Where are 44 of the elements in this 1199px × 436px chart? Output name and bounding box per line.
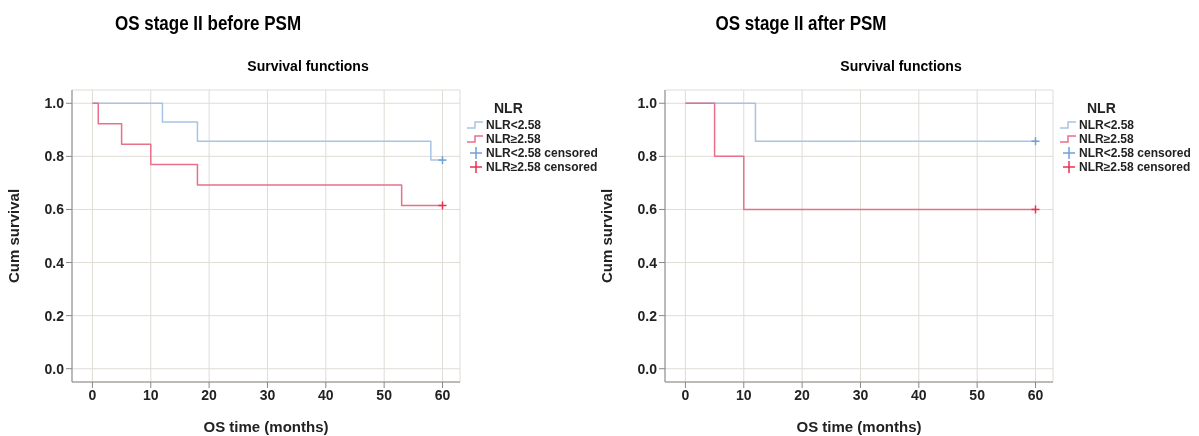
x-tick-label: 10 [735, 386, 752, 403]
x-axis-title: OS time (months) [796, 418, 922, 435]
y-tick-label: 0.6 [44, 201, 65, 218]
x-tick-label: 40 [318, 386, 334, 403]
x-tick-label: 10 [142, 386, 159, 403]
x-tick-label: 20 [201, 386, 218, 403]
chart-subtitle: Survival functions [839, 58, 963, 74]
x-axis-title: OS time (months) [203, 418, 329, 435]
y-tick-label: 0.4 [44, 254, 65, 271]
x-tick-label: 60 [434, 386, 451, 403]
y-tick-label: 0.0 [44, 360, 65, 377]
y-axis-title: Cum survival [598, 188, 616, 284]
y-tick-label: 0.4 [637, 254, 658, 271]
x-tick-label: 50 [376, 386, 393, 403]
y-tick-label: 0.6 [637, 201, 658, 218]
x-tick-label: 40 [911, 386, 927, 403]
y-tick-label: 0.0 [637, 360, 658, 377]
x-tick-label: 30 [259, 386, 276, 403]
legend-label: NLR<2.58 [1079, 118, 1135, 132]
legend-label: NLR<2.58 censored [486, 146, 598, 160]
legend-label: NLR≥2.58 censored [486, 160, 598, 174]
x-tick-label: 20 [794, 386, 811, 403]
x-tick-label: 0 [88, 386, 97, 403]
x-tick-label: 50 [969, 386, 986, 403]
y-axis-title: Cum survival [5, 188, 23, 284]
y-tick-label: 0.2 [44, 307, 65, 324]
legend-label: NLR≥2.58 censored [1079, 160, 1191, 174]
chart-subtitle: Survival functions [246, 58, 370, 74]
legend-label: NLR<2.58 [486, 118, 542, 132]
y-tick-label: 0.8 [637, 148, 658, 165]
y-tick-label: 1.0 [44, 95, 65, 112]
y-tick-label: 1.0 [637, 95, 658, 112]
legend-label: NLR≥2.58 [486, 132, 541, 146]
y-tick-label: 0.2 [637, 307, 658, 324]
legend-title: NLR [1087, 100, 1117, 116]
legend-label: NLR<2.58 censored [1079, 146, 1191, 160]
x-tick-label: 60 [1027, 386, 1044, 403]
x-tick-label: 30 [852, 386, 869, 403]
legend-title: NLR [494, 100, 524, 116]
x-tick-label: 0 [681, 386, 690, 403]
chart-title: OS stage II before PSM [113, 12, 303, 35]
y-tick-label: 0.8 [44, 148, 65, 165]
legend-label: NLR≥2.58 [1079, 132, 1134, 146]
chart-title: OS stage II after PSM [714, 12, 888, 35]
